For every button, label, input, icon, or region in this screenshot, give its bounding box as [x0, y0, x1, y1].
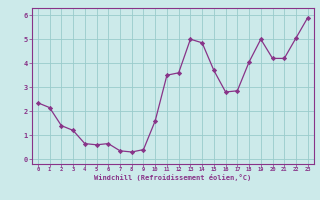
X-axis label: Windchill (Refroidissement éolien,°C): Windchill (Refroidissement éolien,°C) — [94, 174, 252, 181]
